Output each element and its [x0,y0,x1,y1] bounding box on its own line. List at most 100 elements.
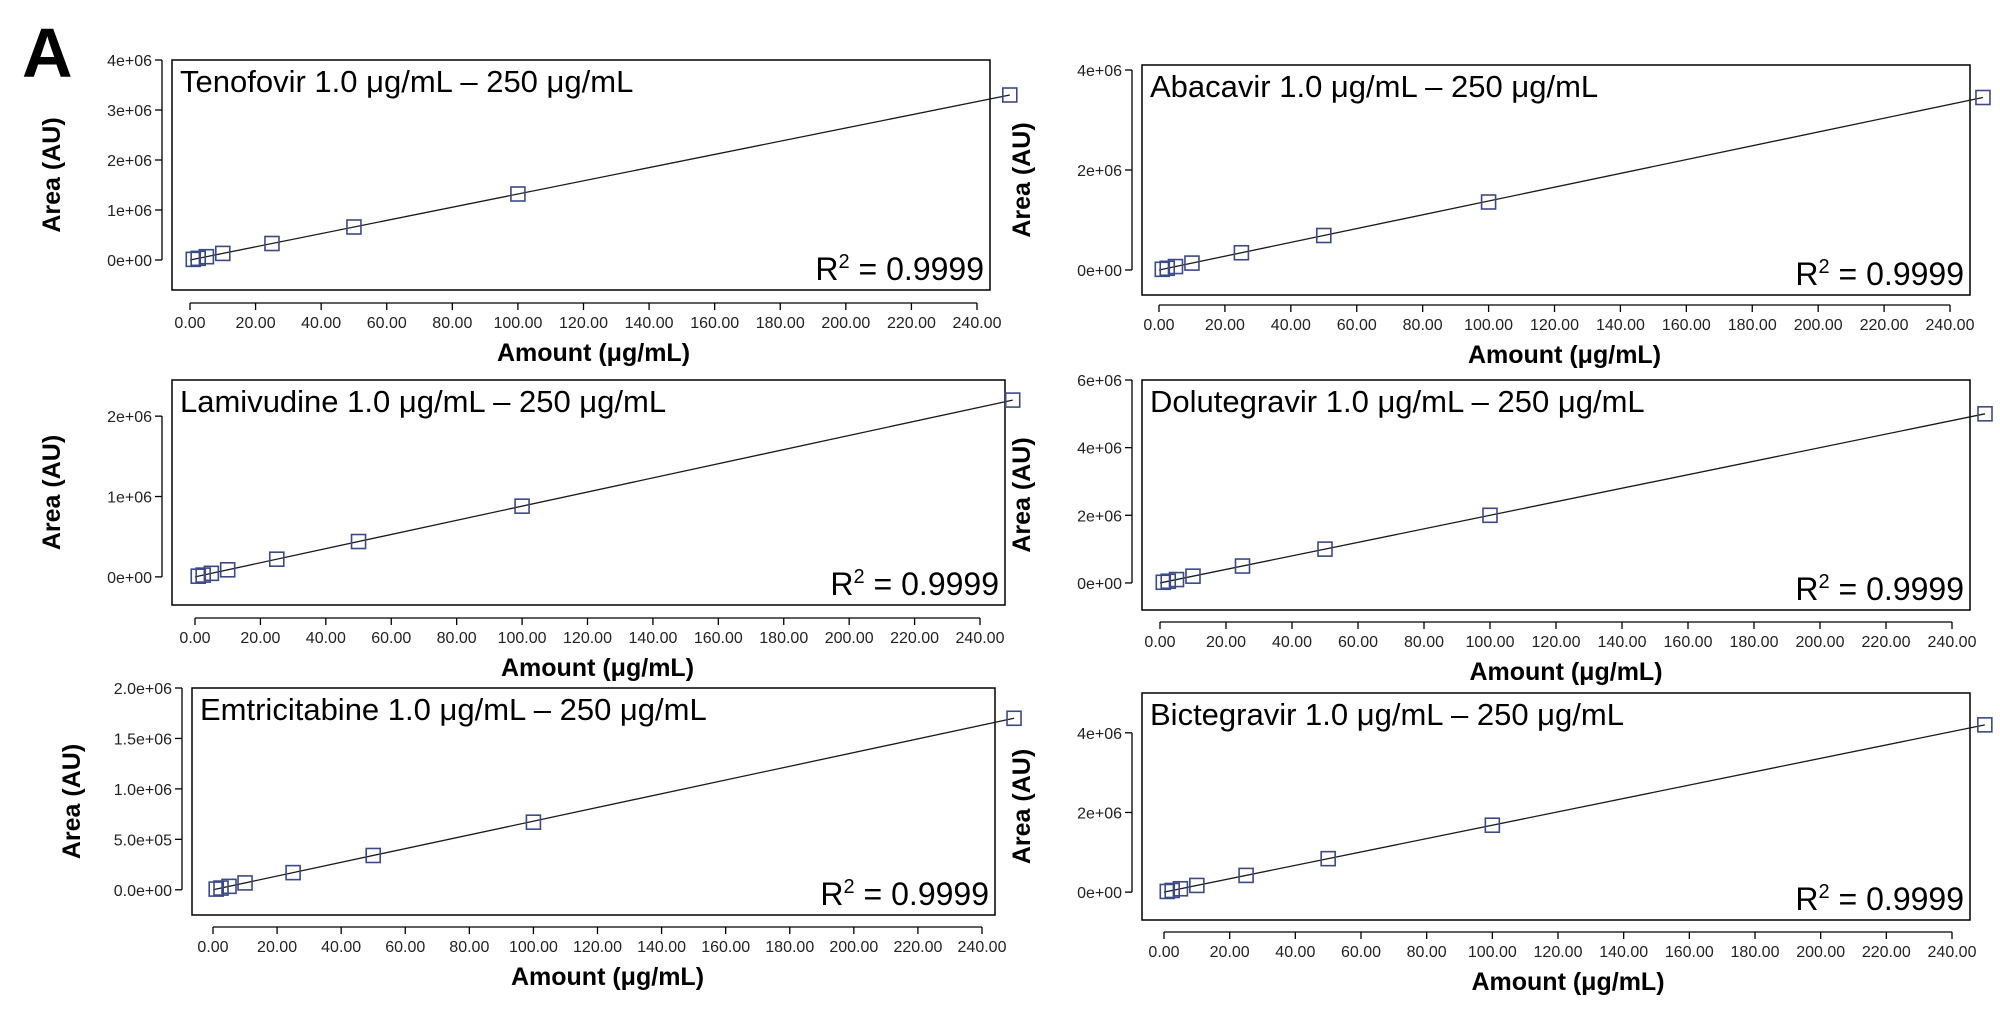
data-point [195,567,211,583]
x-tick-label: 140.00 [1598,634,1647,651]
x-tick-label: 200.00 [821,315,870,332]
r-squared-annotation: R2 = 0.9999 [815,251,984,287]
x-axis-title: Amount (μg/mL) [511,963,704,991]
plot-frame [191,687,996,916]
x-tick-label: 100.00 [1464,317,1513,334]
regression-line [212,717,1015,891]
y-tick-label: 0e+00 [1077,263,1122,280]
chart-title: Emtricitabine 1.0 μg/mL – 250 μg/mL [200,692,707,727]
x-tick-label: 80.00 [449,939,489,956]
x-tick-label: 220.00 [1862,944,1911,961]
data-point [1315,227,1332,244]
data-point [1977,717,1993,733]
x-tick-label: 40.00 [1272,634,1312,651]
data-point [1320,850,1336,867]
x-tick-label: 140.00 [628,630,677,647]
x-tick-label: 140.00 [1599,944,1648,961]
x-axis-title: Amount (μg/mL) [1469,658,1662,686]
data-point [1482,507,1498,524]
regression-line [1163,724,1985,893]
data-point [1164,882,1181,899]
x-tick-label: 240.00 [953,315,1002,332]
regression-line [189,94,1010,261]
data-point [203,565,220,582]
y-tick-label: 2e+06 [1077,805,1122,822]
x-tick-label: 80.00 [1403,317,1443,334]
y-tick-label: 6e+06 [1077,373,1122,390]
x-tick-label: 20.00 [257,939,297,956]
x-tick-label: 40.00 [306,630,346,647]
chart-title: Abacavir 1.0 μg/mL – 250 μg/mL [1150,69,1598,104]
data-point [185,251,202,268]
data-point [190,250,206,267]
x-tick-label: 160.00 [1665,944,1714,961]
x-tick-label: 0.00 [1143,317,1174,334]
x-tick-label: 0.00 [1144,634,1175,651]
data-point [1233,244,1250,261]
data-point [514,498,530,514]
data-point [346,219,362,235]
x-tick-label: 80.00 [437,630,477,647]
data-point [190,568,207,584]
data-point [1480,194,1497,210]
x-tick-label: 120.00 [1534,944,1583,961]
y-tick-label: 4e+06 [1077,726,1122,743]
data-point [221,878,237,895]
x-tick-label: 120.00 [559,315,608,332]
data-point [1155,574,1172,591]
data-point [1484,817,1501,834]
data-point [1185,568,1201,584]
plot-frame [171,379,1006,606]
x-tick-label: 160.00 [701,939,750,956]
chart-panel-0: 0e+00 1e+06 2e+06 3e+06 4e+06 0.00 20.00 40.00 6… [38,53,1018,367]
data-point [1975,89,1991,106]
x-tick-label: 80.00 [1404,634,1444,651]
data-point [208,881,225,897]
plot-frame [1141,64,1971,296]
data-point [1189,877,1205,894]
y-tick-label: 4e+06 [1077,441,1122,458]
x-tick-label: 240.00 [1926,317,1975,334]
x-tick-label: 60.00 [1337,317,1377,334]
x-tick-label: 100.00 [509,939,558,956]
data-point [1234,558,1251,574]
y-tick-label: 0e+00 [107,253,152,270]
y-tick-label: 2e+06 [107,409,152,426]
y-axis-title: Area (AU) [1008,122,1036,237]
x-tick-label: 60.00 [367,315,407,332]
x-tick-label: 20.00 [240,630,280,647]
y-tick-label: 2e+06 [1077,508,1122,525]
x-tick-label: 60.00 [1338,634,1378,651]
chart-panel-5: 0e+00 2e+06 4e+06 0.00 20.00 40.00 60.00 80.00 1… [1008,692,1993,996]
chart-title: Dolutegravir 1.0 μg/mL – 250 μg/mL [1150,384,1645,419]
x-tick-label: 200.00 [825,630,874,647]
data-point [1167,258,1184,275]
data-point [198,248,215,265]
x-tick-label: 180.00 [756,315,805,332]
x-tick-label: 140.00 [625,315,674,332]
x-tick-label: 40.00 [1271,317,1311,334]
x-tick-label: 20.00 [1205,317,1245,334]
chart-panel-2: 0e+00 1e+06 2e+06 0.00 20.00 40.00 60.00 80.00 1… [38,379,1021,682]
x-tick-label: 180.00 [1731,944,1780,961]
data-point [1238,867,1254,884]
x-tick-label: 100.00 [498,630,547,647]
x-tick-label: 0.00 [197,939,228,956]
data-point [350,533,367,550]
data-point [1172,880,1189,897]
data-point [1977,406,1993,422]
y-tick-label: 0e+00 [1077,576,1122,593]
x-tick-label: 140.00 [1596,317,1645,334]
x-tick-label: 200.00 [829,939,878,956]
data-point [213,880,229,896]
x-tick-label: 40.00 [301,315,341,332]
y-tick-label: 3e+06 [107,103,152,120]
y-tick-label: 1e+06 [107,490,152,507]
data-point [1184,255,1200,271]
y-tick-label: 0e+00 [107,570,152,587]
panel-label: A [22,14,73,92]
y-tick-label: 0e+00 [1077,885,1122,902]
x-tick-label: 60.00 [371,630,411,647]
data-point [1004,392,1021,408]
